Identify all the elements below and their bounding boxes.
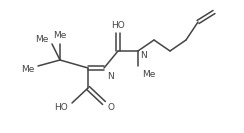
- Text: Me: Me: [21, 65, 34, 74]
- Text: HO: HO: [111, 21, 125, 30]
- Text: N: N: [107, 72, 114, 81]
- Text: HO: HO: [54, 103, 68, 111]
- Text: N: N: [140, 51, 147, 59]
- Text: Me: Me: [142, 70, 155, 79]
- Text: Me: Me: [53, 31, 67, 40]
- Text: O: O: [108, 103, 115, 111]
- Text: Me: Me: [35, 36, 48, 45]
